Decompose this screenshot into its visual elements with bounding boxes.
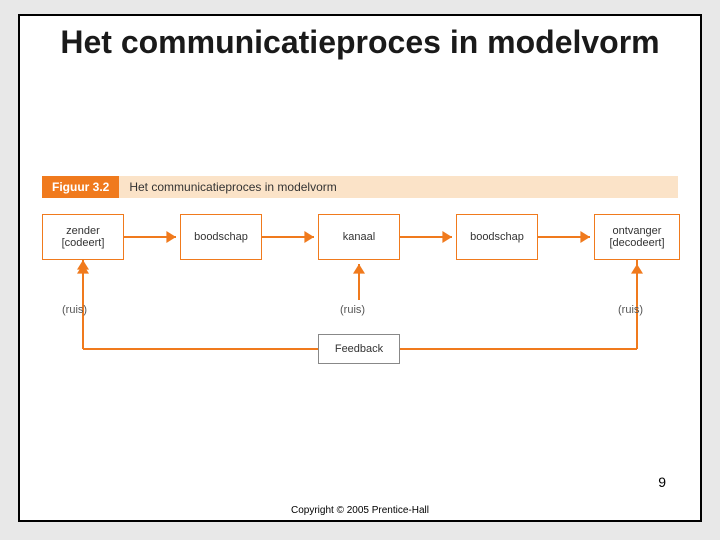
- node-label: Feedback: [335, 343, 383, 355]
- figure-caption-text: Het communicatieproces in modelvorm: [129, 180, 336, 194]
- node-boodschap1: boodschap: [180, 214, 262, 260]
- page-title: Het communicatieproces in modelvorm: [20, 16, 700, 60]
- node-label: ontvanger: [613, 225, 662, 237]
- figure-caption-bar: Figuur 3.2 Het communicatieproces in mod…: [42, 176, 678, 198]
- ruis-label: (ruis): [618, 304, 643, 316]
- node-kanaal: kanaal: [318, 214, 400, 260]
- node-sublabel: [codeert]: [62, 237, 105, 249]
- slide-inner: Het communicatieproces in modelvorm Figu…: [18, 14, 702, 522]
- node-label: kanaal: [343, 231, 375, 243]
- node-ontvanger: ontvanger[decodeert]: [594, 214, 680, 260]
- page-number: 9: [648, 472, 676, 492]
- copyright: Copyright © 2005 Prentice-Hall: [20, 505, 700, 516]
- ruis-label: (ruis): [62, 304, 87, 316]
- node-boodschap2: boodschap: [456, 214, 538, 260]
- node-zender: zender[codeert]: [42, 214, 124, 260]
- ruis-label: (ruis): [340, 304, 365, 316]
- figure: Figuur 3.2 Het communicatieproces in mod…: [42, 176, 678, 404]
- figure-tag: Figuur 3.2: [42, 176, 119, 198]
- node-label: zender: [66, 225, 100, 237]
- slide: Het communicatieproces in modelvorm Figu…: [0, 0, 720, 540]
- node-label: boodschap: [194, 231, 248, 243]
- node-feedback: Feedback: [318, 334, 400, 364]
- node-label: boodschap: [470, 231, 524, 243]
- node-sublabel: [decodeert]: [609, 237, 664, 249]
- diagram: zender[codeert] boodschap kanaal boodschap o…: [42, 214, 678, 404]
